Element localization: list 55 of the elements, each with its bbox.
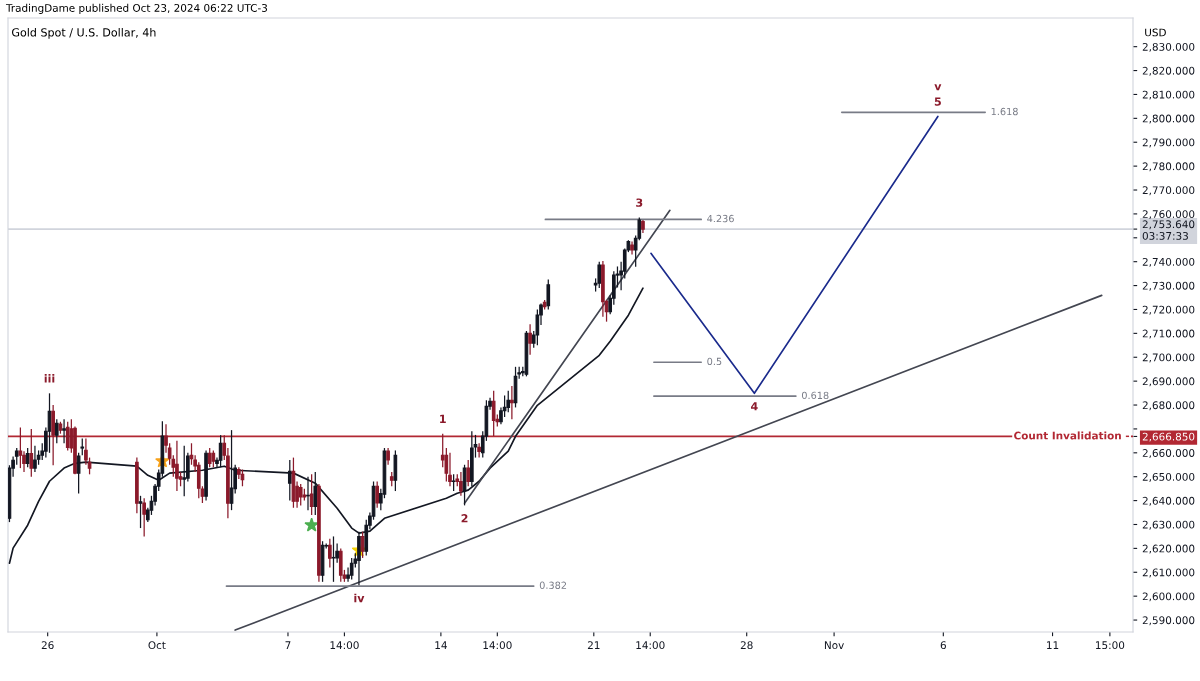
- y-tick-label: 2,710.000: [1142, 329, 1195, 339]
- y-tick-label: 2,690.000: [1142, 377, 1195, 387]
- y-tick-label: 2,810.000: [1142, 90, 1195, 100]
- x-tick-label: Nov: [824, 641, 844, 650]
- annotation: 1: [440, 414, 446, 423]
- annotation: 4: [750, 402, 758, 411]
- y-tick-label: 2,753.640 03:37:33: [1142, 220, 1195, 240]
- y-tick-label: 2,666.850: [1142, 432, 1195, 442]
- y-tick-label: 2,720.000: [1142, 305, 1195, 315]
- annotation: iii: [44, 374, 55, 383]
- annotation: iv: [354, 593, 365, 603]
- series-label: 0.5: [707, 357, 722, 366]
- y-tick-label: 2,820.000: [1142, 66, 1195, 76]
- y-tick-label: 2,680.000: [1142, 401, 1195, 411]
- annotation: 3: [636, 198, 643, 207]
- y-tick-label: 2,660.000: [1142, 449, 1195, 458]
- y-tick-label: 2,650.000: [1142, 472, 1195, 482]
- y-tick-label: 2,630.000: [1142, 520, 1195, 530]
- x-tick-label: 14:00: [483, 641, 512, 650]
- y-tick-label: 2,640.000: [1142, 496, 1195, 506]
- annotation: v: [934, 84, 942, 91]
- y-tick-label: 2,780.000: [1142, 162, 1195, 172]
- y-tick-label: 2,730.000: [1142, 281, 1195, 291]
- y-tick-label: 2,610.000: [1142, 568, 1195, 578]
- x-tick-label: 28: [740, 641, 753, 650]
- y-tick-label: 2,590.000: [1142, 616, 1195, 626]
- x-tick-label: 21: [587, 641, 600, 649]
- y-tick-label: 2,800.000: [1142, 114, 1195, 124]
- annotation: 5: [934, 97, 941, 106]
- text: Gold Spot / U.S. Dollar, 4h: [12, 27, 156, 39]
- x-tick-label: Oct: [148, 641, 166, 650]
- y-tick-label: 2,760.000: [1142, 210, 1195, 220]
- x-tick-label: 11: [1047, 641, 1059, 649]
- y-tick-label: 2,790.000: [1142, 138, 1195, 148]
- chart-subtitle: TradingDame published Oct 23, 2024 06:22 UTC-3: [5, 3, 268, 14]
- series-label: 0.618: [801, 391, 829, 400]
- x-tick-label: 7: [285, 641, 291, 649]
- x-tick-label: 14:00: [330, 641, 359, 650]
- ref-line-label: Count Invalidation -: [1014, 431, 1130, 440]
- y-tick-label: 2,700.000: [1142, 353, 1195, 363]
- series-label: 0.382: [539, 581, 567, 589]
- y-tick-label: 2,620.000: [1142, 544, 1195, 554]
- x-tick-label: 14: [435, 641, 447, 649]
- series-label: 1.618: [991, 107, 1018, 116]
- y-tick-label: 2,740.000: [1142, 257, 1195, 267]
- x-tick-label: 26: [41, 641, 54, 650]
- x-tick-label: 14:00: [636, 641, 665, 650]
- y-tick-label: 2,600.000: [1142, 592, 1195, 602]
- y-tick-label: 2,770.000: [1142, 186, 1195, 196]
- annotation: 2: [461, 514, 468, 523]
- y-axis-title: USD: [1145, 28, 1166, 37]
- y-tick-label: 2,830.000: [1142, 42, 1195, 52]
- series-label: 4.236: [707, 214, 734, 223]
- x-tick-label: 15:00: [1096, 641, 1125, 650]
- x-tick-label: 6: [940, 641, 946, 650]
